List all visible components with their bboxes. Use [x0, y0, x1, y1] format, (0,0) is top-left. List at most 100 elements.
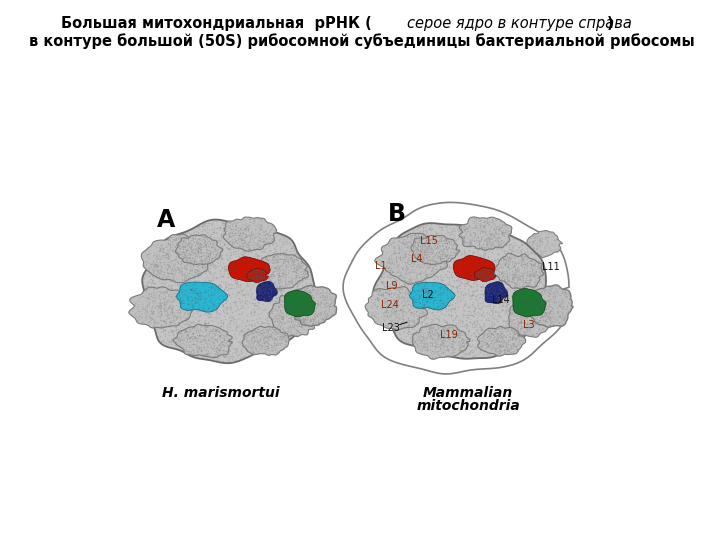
Point [196, 221, 207, 230]
Point [412, 286, 423, 294]
Point [257, 339, 269, 347]
Point [301, 269, 312, 278]
Point [235, 327, 247, 335]
Point [419, 335, 431, 343]
Point [170, 234, 181, 243]
Point [260, 271, 271, 279]
Point [163, 264, 175, 272]
Point [459, 349, 471, 357]
Point [137, 292, 148, 300]
Point [192, 305, 203, 314]
Point [168, 309, 179, 318]
Point [221, 329, 233, 338]
Point [200, 241, 212, 250]
Point [495, 283, 507, 292]
Point [233, 287, 245, 296]
Point [256, 272, 268, 280]
Point [293, 314, 305, 322]
Point [258, 285, 269, 294]
Point [312, 318, 324, 326]
Point [186, 247, 198, 255]
Point [192, 267, 203, 275]
Point [493, 226, 505, 235]
Point [510, 279, 521, 287]
Point [204, 238, 215, 246]
Point [546, 240, 557, 248]
Point [305, 292, 317, 301]
Point [201, 351, 212, 360]
Point [472, 307, 483, 316]
Point [196, 240, 207, 249]
Point [384, 280, 396, 289]
Point [153, 272, 165, 281]
Point [451, 286, 463, 294]
Point [500, 348, 511, 356]
Point [417, 253, 428, 262]
Point [464, 318, 476, 326]
Point [539, 303, 551, 312]
Point [228, 268, 240, 277]
Point [261, 287, 272, 296]
Point [259, 315, 271, 324]
Point [294, 312, 305, 320]
Point [471, 266, 482, 274]
Polygon shape [143, 220, 315, 363]
Point [386, 268, 397, 276]
Point [438, 300, 449, 309]
Point [271, 349, 283, 357]
Point [406, 265, 418, 273]
Point [448, 322, 459, 331]
Point [196, 349, 207, 358]
Point [377, 286, 388, 295]
Point [484, 348, 495, 356]
Point [252, 295, 264, 304]
Point [285, 261, 297, 269]
Point [537, 247, 549, 256]
Point [248, 319, 260, 327]
Point [127, 304, 139, 313]
Point [254, 269, 266, 278]
Point [437, 325, 449, 333]
Point [516, 253, 528, 261]
Point [256, 270, 267, 279]
Point [407, 316, 418, 325]
Point [438, 298, 449, 306]
Point [403, 297, 415, 306]
Point [197, 249, 208, 258]
Point [559, 305, 570, 313]
Point [132, 310, 144, 319]
Point [534, 262, 546, 271]
Point [220, 309, 232, 318]
Point [418, 299, 430, 308]
Point [436, 304, 447, 313]
Point [436, 255, 448, 264]
Point [261, 292, 272, 300]
Point [444, 298, 455, 306]
Point [405, 307, 416, 316]
Point [291, 312, 302, 321]
Point [530, 300, 541, 309]
Point [485, 270, 496, 279]
Point [532, 270, 544, 279]
Point [470, 271, 482, 279]
Point [291, 287, 302, 296]
Point [271, 315, 283, 323]
Point [186, 331, 198, 340]
Point [197, 287, 209, 296]
Point [238, 228, 249, 237]
Point [528, 282, 540, 291]
Point [386, 305, 397, 313]
Point [300, 260, 311, 269]
Point [417, 296, 428, 305]
Point [487, 281, 499, 289]
Point [529, 305, 541, 314]
Point [200, 288, 212, 297]
Point [305, 304, 317, 313]
Point [181, 245, 192, 253]
Point [190, 279, 202, 287]
Point [297, 301, 309, 309]
Point [292, 255, 303, 264]
Point [481, 308, 492, 316]
Point [314, 288, 325, 297]
Point [413, 287, 425, 295]
